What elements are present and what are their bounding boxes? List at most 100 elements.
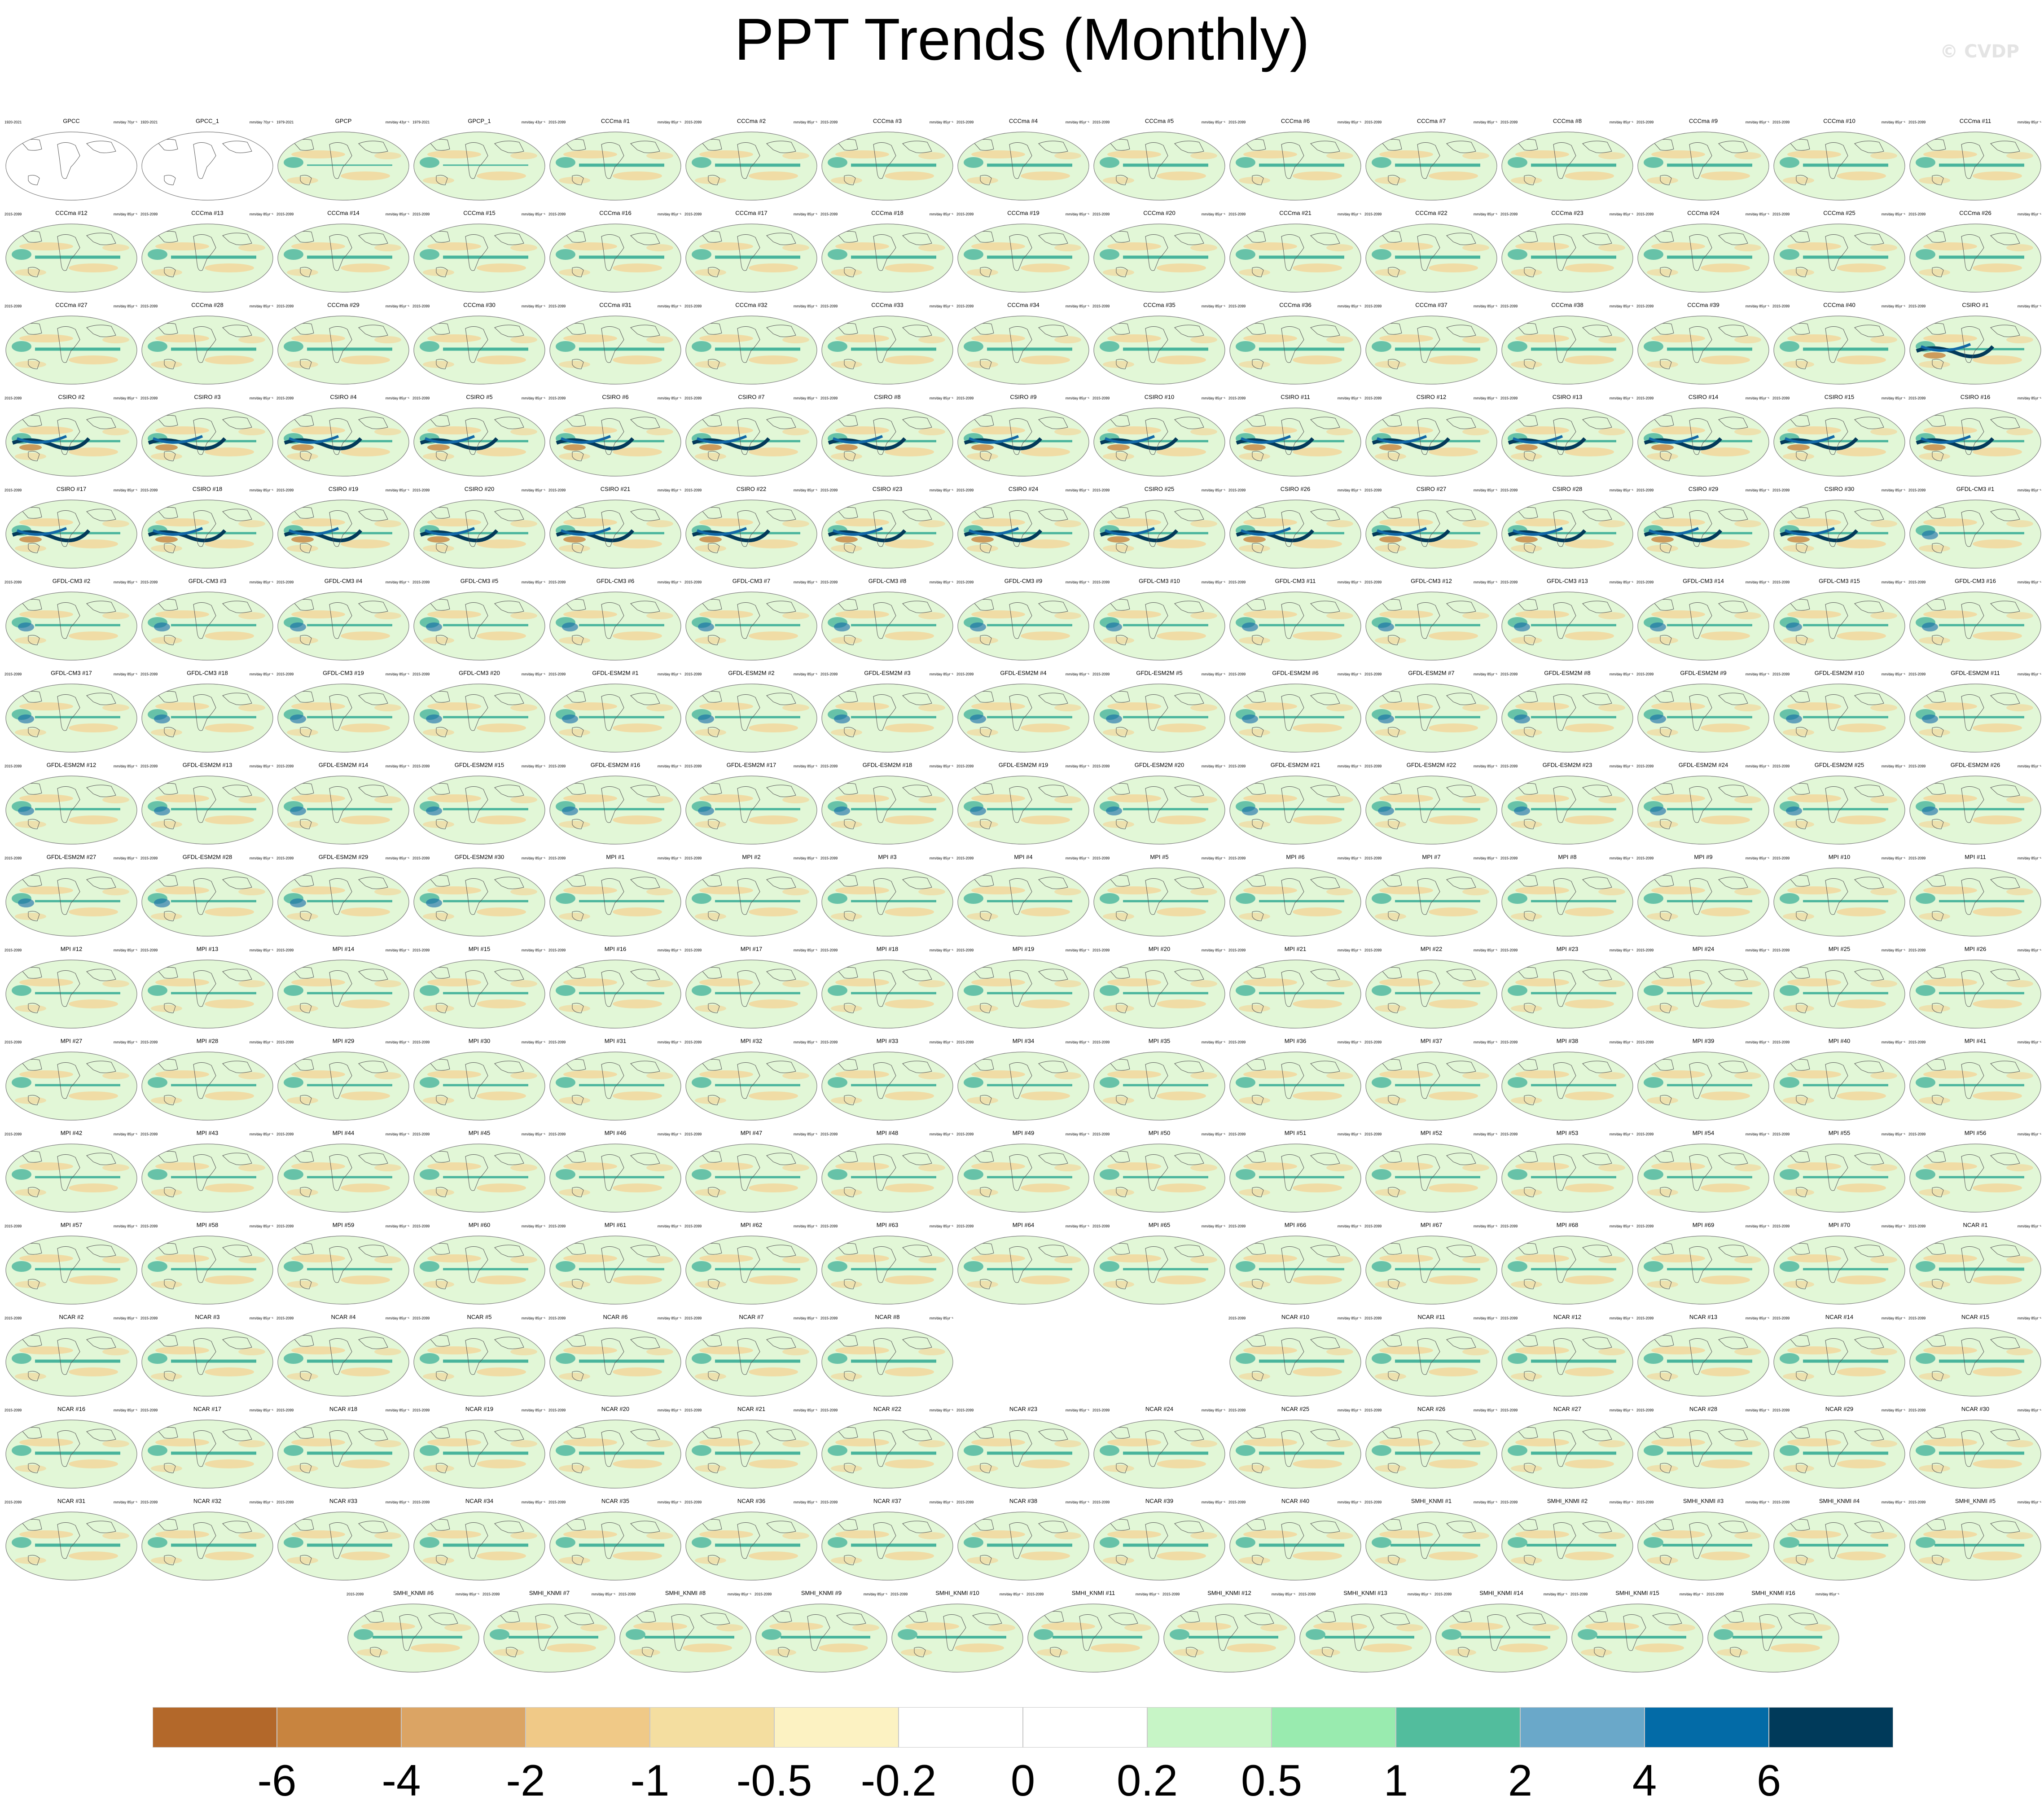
panel-period: 2015-2099 (890, 1592, 908, 1596)
panel-period: 2015-2099 (4, 212, 22, 216)
panel-period: 2015-2099 (820, 1408, 838, 1412)
map-panel: CCCma #26 2015-2099 mm/day 85yr⁻¹ (1908, 210, 2043, 299)
panel-title: CCCma #7 (1417, 118, 1446, 124)
map-panel: MPI #55 2015-2099 mm/day 85yr⁻¹ (1772, 1130, 1907, 1219)
colorbar-swatch (1023, 1707, 1147, 1748)
panel-units: mm/day 85yr⁻¹ (2017, 212, 2041, 216)
panel-units: mm/day 85yr⁻¹ (727, 1592, 751, 1596)
panel-title: MPI #27 (60, 1038, 83, 1044)
map-panel: NCAR #14 2015-2099 mm/day 85yr⁻¹ (1772, 1314, 1907, 1403)
map-svg (5, 775, 137, 845)
map-panel: CCCma #11 2015-2099 mm/day 85yr⁻¹ (1908, 118, 2043, 207)
map-panel: SMHI_KNMI #3 2015-2099 mm/day 85yr⁻¹ (1636, 1498, 1771, 1587)
panel-units: mm/day 85yr⁻¹ (2017, 396, 2041, 400)
panel-period: 2015-2099 (1772, 1132, 1790, 1136)
panel-units: mm/day 85yr⁻¹ (793, 1316, 817, 1320)
panel-period: 2015-2099 (1364, 1500, 1382, 1504)
panel-units: mm/day 85yr⁻¹ (113, 396, 137, 400)
panel-title: NCAR #19 (465, 1406, 494, 1412)
map-svg (141, 591, 273, 661)
panel-title: GFDL-CM3 #1 (1956, 486, 1995, 492)
map-panel: GFDL-ESM2M #3 2015-2099 mm/day 85yr⁻¹ (820, 670, 955, 759)
panel-title: NCAR #39 (1145, 1498, 1174, 1504)
map-panel: CCCma #2 2015-2099 mm/day 85yr⁻¹ (684, 118, 819, 207)
map-svg (5, 1419, 137, 1489)
map-panel: SMHI_KNMI #11 2015-2099 mm/day 85yr⁻¹ (1026, 1590, 1161, 1679)
panel-title: GFDL-ESM2M #20 (1134, 762, 1184, 768)
map-svg (1229, 1051, 1361, 1121)
map-svg (141, 775, 273, 845)
map-svg (277, 959, 409, 1029)
map-svg (1909, 683, 2041, 753)
panel-units: mm/day 85yr⁻¹ (1201, 304, 1225, 308)
map-panel: CCCma #14 2015-2099 mm/day 85yr⁻¹ (276, 210, 411, 299)
panel-units: mm/day 85yr⁻¹ (2017, 948, 2041, 952)
panel-title: NCAR #4 (331, 1314, 356, 1320)
map-panel: NCAR #40 2015-2099 mm/day 85yr⁻¹ (1228, 1498, 1363, 1587)
map-svg (1707, 1603, 1839, 1673)
map-panel: CCCma #28 2015-2099 mm/day 85yr⁻¹ (140, 302, 275, 391)
panel-period: 2015-2099 (1636, 672, 1654, 676)
panel-units: mm/day 85yr⁻¹ (1745, 304, 1769, 308)
colorbar-swatch (650, 1707, 774, 1748)
map-panel: CCCma #6 2015-2099 mm/day 85yr⁻¹ (1228, 118, 1363, 207)
panel-units: mm/day 85yr⁻¹ (929, 764, 953, 768)
panel-period: 2015-2099 (1092, 212, 1110, 216)
map-panel: GFDL-CM3 #11 2015-2099 mm/day 85yr⁻¹ (1228, 578, 1363, 667)
map-svg (957, 775, 1089, 845)
panel-units: mm/day 85yr⁻¹ (113, 764, 137, 768)
panel-period: 2015-2099 (4, 1316, 22, 1320)
map-svg (1365, 591, 1497, 661)
panel-period: 2015-2099 (140, 1132, 158, 1136)
colorbar-tick-label: -6 (257, 1756, 297, 1805)
panel-period: 2015-2099 (1636, 764, 1654, 768)
panel-units: mm/day 85yr⁻¹ (1609, 672, 1633, 676)
panel-title: CCCma #39 (1687, 302, 1719, 308)
map-svg (1909, 1327, 2041, 1397)
panel-units: mm/day 85yr⁻¹ (521, 396, 545, 400)
map-panel: CSIRO #10 2015-2099 mm/day 85yr⁻¹ (1092, 394, 1227, 483)
panel-title: CSIRO #4 (330, 394, 357, 400)
panel-title: CSIRO #24 (1008, 486, 1039, 492)
map-svg (1501, 775, 1633, 845)
map-panel: GFDL-ESM2M #5 2015-2099 mm/day 85yr⁻¹ (1092, 670, 1227, 759)
map-svg (685, 1511, 817, 1581)
panel-period: 2015-2099 (548, 1040, 566, 1044)
map-panel: GFDL-ESM2M #18 2015-2099 mm/day 85yr⁻¹ (820, 762, 955, 851)
map-panel: MPI #49 2015-2099 mm/day 85yr⁻¹ (956, 1130, 1091, 1219)
map-svg (685, 867, 817, 937)
panel-units: mm/day 85yr⁻¹ (113, 488, 137, 492)
panel-title: NCAR #18 (329, 1406, 358, 1412)
panel-title: GFDL-CM3 #6 (596, 578, 635, 584)
panel-period: 2015-2099 (1364, 488, 1382, 492)
map-panel: CSIRO #15 2015-2099 mm/day 85yr⁻¹ (1772, 394, 1907, 483)
colorbar-swatch (1396, 1707, 1520, 1748)
map-svg (1637, 407, 1769, 477)
map-panel: NCAR #21 2015-2099 mm/day 85yr⁻¹ (684, 1406, 819, 1495)
map-panel: MPI #8 2015-2099 mm/day 85yr⁻¹ (1500, 854, 1635, 943)
panel-units: mm/day 85yr⁻¹ (113, 212, 137, 216)
panel-period: 1979-2021 (276, 120, 294, 124)
panel-title: NCAR #6 (603, 1314, 628, 1320)
map-panel: CCCma #40 2015-2099 mm/day 85yr⁻¹ (1772, 302, 1907, 391)
panel-units: mm/day 85yr⁻¹ (657, 1132, 681, 1136)
panel-period: 2015-2099 (276, 304, 294, 308)
map-svg (141, 1419, 273, 1489)
panel-period: 2015-2099 (1500, 1316, 1518, 1320)
panel-period: 2015-2099 (1636, 396, 1654, 400)
map-svg (5, 315, 137, 385)
map-svg (1637, 775, 1769, 845)
panel-period: 2015-2099 (140, 856, 158, 860)
panel-period: 2015-2099 (1228, 212, 1246, 216)
panel-units: mm/day 85yr⁻¹ (657, 488, 681, 492)
panel-period: 2015-2099 (1364, 1316, 1382, 1320)
panel-units: mm/day 85yr⁻¹ (385, 1316, 409, 1320)
panel-units: mm/day 85yr⁻¹ (657, 1316, 681, 1320)
panel-title: GFDL-ESM2M #1 (592, 670, 639, 676)
map-svg (1093, 683, 1225, 753)
panel-units: mm/day 85yr⁻¹ (1473, 212, 1497, 216)
map-panel: CCCma #24 2015-2099 mm/day 85yr⁻¹ (1636, 210, 1771, 299)
panel-units: mm/day 85yr⁻¹ (521, 1500, 545, 1504)
map-svg (1093, 499, 1225, 569)
panel-title: NCAR #24 (1145, 1406, 1174, 1412)
